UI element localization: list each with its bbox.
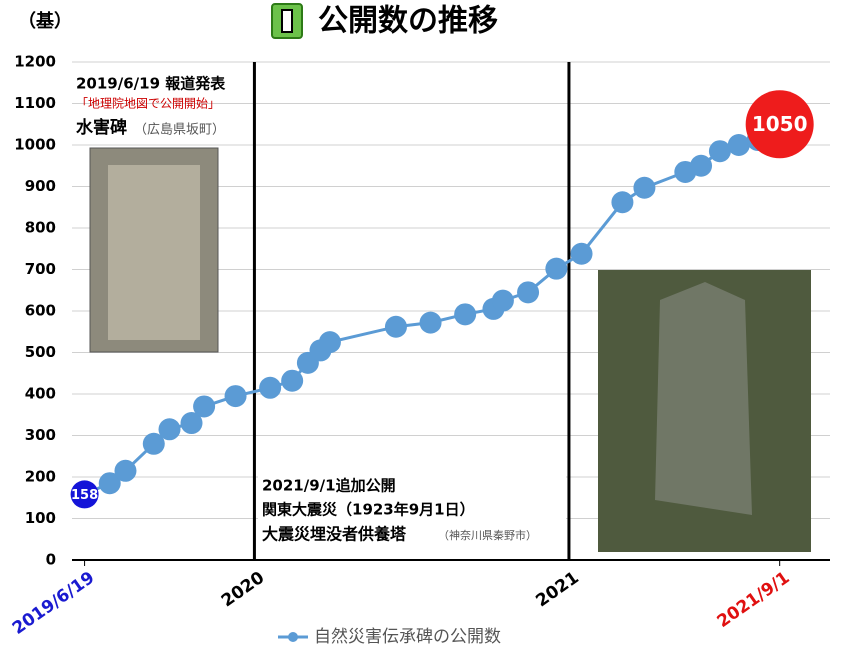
data-point bbox=[454, 303, 477, 326]
y-tick-label: 900 bbox=[25, 177, 56, 195]
y-tick-label: 0 bbox=[46, 551, 56, 569]
legend: 自然災害伝承碑の公開数 bbox=[278, 627, 501, 647]
y-tick-label: 100 bbox=[25, 509, 56, 527]
data-point bbox=[98, 472, 121, 495]
photo-stone bbox=[655, 282, 752, 515]
legend-label: 自然災害伝承碑の公開数 bbox=[314, 627, 501, 647]
data-point bbox=[491, 289, 514, 312]
annotation-text: 大震災埋没者供養塔 bbox=[262, 525, 407, 544]
annotation-text: （広島県坂町） bbox=[134, 123, 225, 138]
data-point bbox=[142, 432, 165, 455]
annotation-text: （神奈川県秦野市） bbox=[438, 528, 537, 542]
y-tick-label: 500 bbox=[25, 343, 56, 361]
data-point bbox=[384, 315, 407, 338]
data-point bbox=[611, 191, 634, 214]
y-tick-label: 200 bbox=[25, 468, 56, 486]
data-point bbox=[193, 395, 216, 418]
data-point bbox=[70, 480, 99, 509]
data-point bbox=[281, 369, 304, 392]
y-tick-label: 400 bbox=[25, 385, 56, 403]
annotation-text: 関東大震災（1923年9月1日） bbox=[262, 501, 475, 519]
data-point bbox=[318, 331, 341, 354]
chart-title: 公開数の推移 bbox=[318, 4, 498, 39]
data-point bbox=[517, 281, 540, 304]
data-point bbox=[114, 459, 137, 482]
y-tick-label: 300 bbox=[25, 426, 56, 444]
data-point bbox=[158, 418, 181, 441]
y-axis-label: （基） bbox=[18, 10, 72, 32]
x-tick-label: 2021 bbox=[532, 568, 582, 612]
y-tick-label: 1000 bbox=[14, 136, 56, 154]
annotation-text: 水害碑 bbox=[76, 117, 127, 138]
y-tick-label: 800 bbox=[25, 219, 56, 237]
data-label: 158 bbox=[71, 488, 98, 503]
data-point bbox=[570, 242, 593, 265]
data-point bbox=[708, 140, 731, 163]
data-point bbox=[180, 412, 203, 435]
x-tick-label: 2020 bbox=[218, 568, 268, 612]
x-tick-label: 2021/9/1 bbox=[714, 568, 794, 632]
data-point bbox=[727, 134, 750, 156]
x-tick-label: 2019/6/19 bbox=[9, 568, 98, 639]
data-point bbox=[545, 257, 568, 280]
data-label: 1050 bbox=[752, 112, 808, 136]
data-point bbox=[419, 311, 442, 334]
annotation-text: 「地理院地図で公開開始」 bbox=[76, 97, 220, 111]
annotation-background bbox=[258, 474, 566, 546]
data-point bbox=[259, 376, 282, 399]
annotation-text: 2021/9/1追加公開 bbox=[262, 477, 396, 495]
data-point bbox=[633, 176, 656, 199]
annotation-text: 2019/6/19 報道発表 bbox=[76, 75, 226, 93]
data-point bbox=[224, 385, 247, 408]
y-tick-label: 1100 bbox=[14, 94, 56, 112]
photo-stone bbox=[108, 165, 200, 340]
data-point bbox=[745, 90, 814, 159]
title-icon-monument bbox=[281, 9, 293, 33]
legend-marker bbox=[288, 632, 298, 642]
y-tick-label: 1200 bbox=[14, 53, 56, 71]
data-point bbox=[690, 154, 713, 177]
y-tick-label: 700 bbox=[25, 260, 56, 278]
y-tick-label: 600 bbox=[25, 302, 56, 320]
